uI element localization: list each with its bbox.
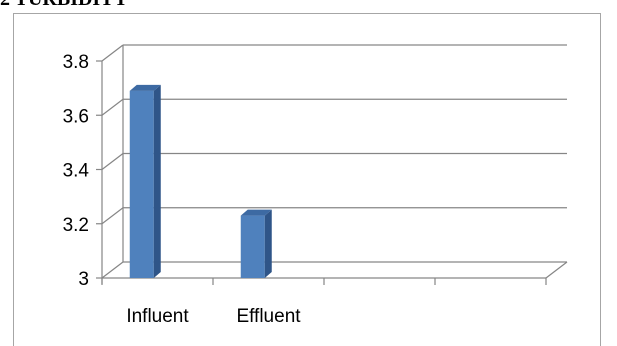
bar-side [153, 84, 161, 279]
labels: 3 3.2 3.4 3.6 3.8 Influent Effluent [63, 52, 302, 327]
y-tick-label: 3.2 [63, 215, 89, 236]
floor-right-edge [545, 261, 568, 279]
axes [96, 60, 547, 285]
bar-effluent [240, 209, 272, 278]
y-tick-label: 3.8 [63, 52, 89, 73]
x-category-label: Effluent [236, 306, 301, 327]
y-tick-label: 3 [78, 269, 89, 290]
chart-frame [13, 13, 601, 346]
gridline-connector [101, 153, 124, 170]
gridline-connector [101, 44, 124, 62]
x-category-label: Influent [126, 306, 189, 327]
y-tick-label: 3.4 [63, 161, 90, 182]
bar-influent [129, 84, 161, 279]
bar-front [240, 215, 265, 278]
bar-top [129, 84, 161, 91]
section-heading: 2 TURBIDITY [0, 0, 128, 11]
gridlines [101, 44, 568, 279]
bar-side [264, 209, 272, 278]
gridline-connector [101, 98, 124, 116]
bar-front [129, 90, 154, 279]
y-tick-label: 3.6 [63, 106, 89, 127]
gridline-connector [101, 207, 124, 225]
gridline-connector [101, 261, 124, 279]
bars [129, 84, 272, 279]
bar-top [240, 209, 272, 216]
